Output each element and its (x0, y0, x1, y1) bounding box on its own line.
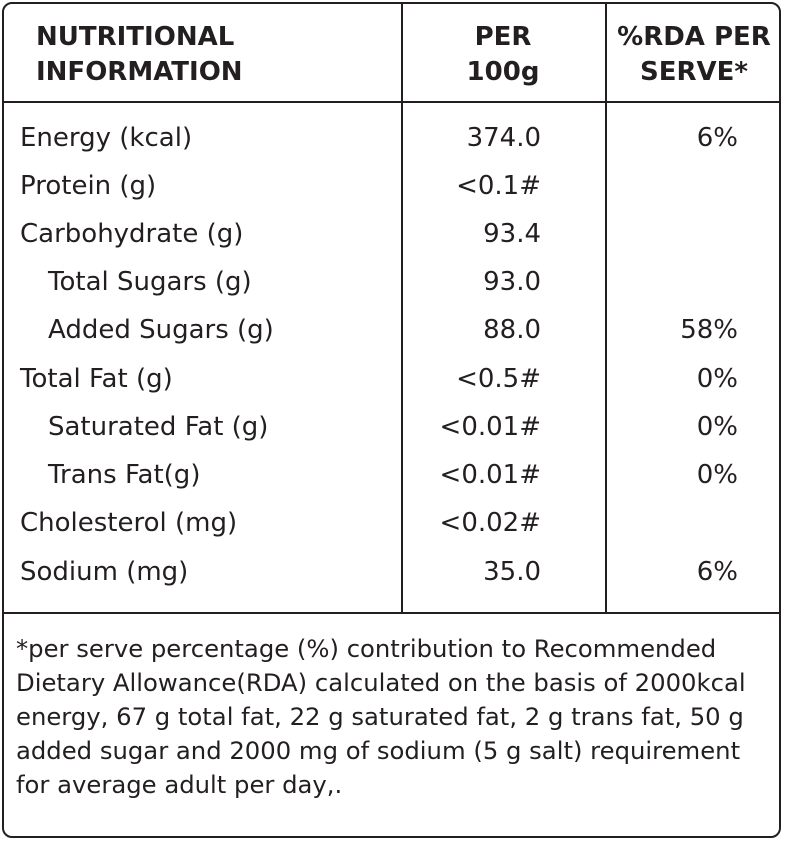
nutrient-name: Total Fat (g) (20, 364, 173, 394)
footer-divider (4, 612, 779, 614)
nutrient-name: Saturated Fat (g) (48, 412, 269, 442)
nutrient-row-trans-fat: Trans Fat(g) <0.01# 0% (4, 451, 779, 499)
per-100g-value: <0.01# (439, 460, 541, 490)
header-nutritional-information: NUTRITIONAL INFORMATION (36, 22, 243, 87)
rda-footnote: *per serve percentage (%) contribution t… (16, 634, 746, 799)
rda-value: 0% (696, 412, 738, 442)
per-100g-value: 93.4 (483, 219, 541, 249)
per-100g-value: <0.5# (456, 364, 541, 394)
per-100g-value: <0.01# (439, 412, 541, 442)
nutrient-name: Cholesterol (mg) (20, 508, 238, 538)
nutrient-row-sodium: Sodium (mg) 35.0 6% (4, 548, 779, 596)
nutrient-row-energy: Energy (kcal) 374.0 6% (4, 114, 779, 162)
nutrient-row-total-fat: Total Fat (g) <0.5# 0% (4, 355, 779, 403)
column-divider-1 (401, 4, 403, 614)
column-divider-2 (605, 4, 607, 614)
nutrient-row-added-sugars: Added Sugars (g) 88.0 58% (4, 306, 779, 354)
per-100g-value: <0.02# (439, 508, 541, 538)
per-100g-value: 374.0 (466, 123, 541, 153)
nutrient-name: Trans Fat(g) (48, 460, 201, 490)
rda-value: 6% (696, 123, 738, 153)
nutrient-row-total-sugars: Total Sugars (g) 93.0 (4, 258, 779, 306)
rda-value: 6% (696, 557, 738, 587)
nutrient-name: Total Sugars (g) (48, 267, 252, 297)
nutrient-name: Added Sugars (g) (48, 315, 274, 345)
nutrient-row-carbohydrate: Carbohydrate (g) 93.4 (4, 210, 779, 258)
nutrient-name: Energy (kcal) (20, 123, 193, 153)
rda-value: 58% (680, 315, 738, 345)
header-divider (4, 101, 779, 103)
header-rda-per-serve: %RDA PER SERVE* (617, 22, 771, 87)
per-100g-value: 93.0 (483, 267, 541, 297)
nutrient-name: Carbohydrate (g) (20, 219, 244, 249)
nutrient-name: Protein (g) (20, 171, 157, 201)
per-100g-value: <0.1# (456, 171, 541, 201)
nutrient-row-cholesterol: Cholesterol (mg) <0.02# (4, 499, 779, 547)
per-100g-value: 35.0 (483, 557, 541, 587)
rda-value: 0% (696, 460, 738, 490)
header-per-100g: PER 100g (466, 22, 540, 87)
nutrient-name: Sodium (mg) (20, 557, 189, 587)
rda-value: 0% (696, 364, 738, 394)
per-100g-value: 88.0 (483, 315, 541, 345)
nutrient-row-protein: Protein (g) <0.1# (4, 162, 779, 210)
nutrient-row-saturated-fat: Saturated Fat (g) <0.01# 0% (4, 403, 779, 451)
